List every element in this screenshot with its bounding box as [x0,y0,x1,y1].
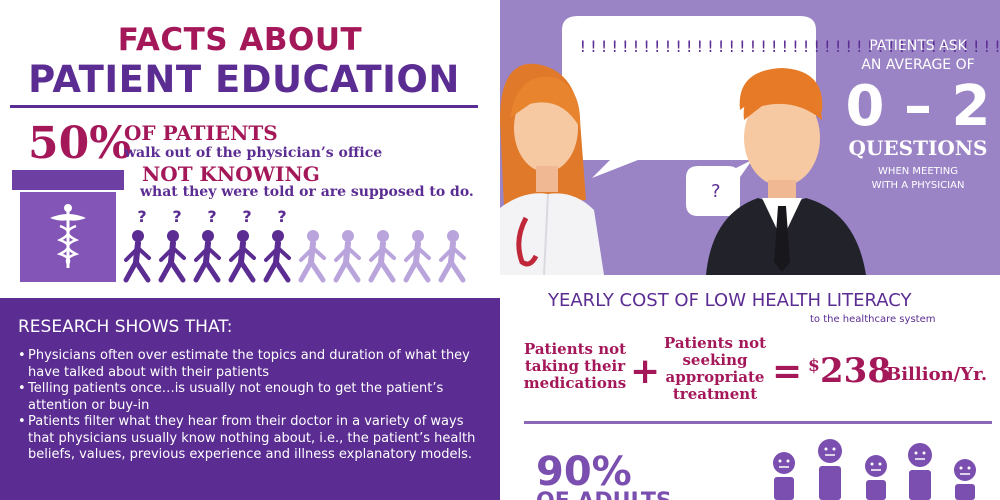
adult-figure-icon [865,455,887,500]
stat-not-knowing: NOT KNOWING [142,162,320,186]
small-speech-bubble [686,160,752,216]
stat-percent-50: 50% [28,118,132,169]
office-roof [12,170,124,190]
cost-term-medications: Patients not taking their medications [523,340,627,392]
equals-sign: = [772,351,803,392]
questions-range: 0 – 2 [845,74,991,139]
when-meeting-label: WHEN MEETING [878,166,958,177]
research-shows-panel: RESEARCH SHOWS THAT: Physicians often ov… [0,298,500,500]
patient-figure [706,68,866,275]
question-mark: ? [207,207,216,226]
adults-label: OF ADULTS [536,489,672,500]
research-bullet: Patients filter what they hear from thei… [18,414,478,464]
cost-term-treatment: Patients not seeking appropriate treatme… [663,334,767,403]
research-bullet: Physicians often over estimate the topic… [18,348,478,381]
stat-walk-out-text: walk out of the physician’s office [124,145,383,161]
doctor-figure [500,63,604,275]
cost-unit: Billion/Yr. [886,364,988,385]
question-mark: ? [137,207,146,226]
adult-figure-icon [954,459,976,500]
patients-ask-label: PATIENTS ASK [869,38,967,54]
doctor-patient-illustration [500,16,866,275]
walking-person-icon [193,230,221,283]
title-line-2: PATIENT EDUCATION [28,58,460,101]
office-building [20,192,116,282]
walking-person-icon [158,230,186,283]
walking-person-icon [438,230,466,283]
cost-divider [524,421,992,424]
adult-figure-icon [773,452,795,500]
stat-of-patients: OF PATIENTS [124,121,278,145]
with-physician-label: WITH A PHYSICIAN [871,180,965,191]
exclamation-bubble-text: !!!!!!!!!!!!!!!!!!!!!!!!!!!!!!!!!!!!!!!!… [578,37,1000,56]
walking-person-icon [123,230,151,283]
research-bullet-list: Physicians often over estimate the topic… [18,348,478,464]
stat-told-text: what they were told or are supposed to d… [140,184,474,200]
question-mark: ? [172,207,181,226]
adult-figure-icon [818,439,842,500]
question-bubble-text: ? [711,181,721,202]
cost-heading: YEARLY COST OF LOW HEALTH LITERACY [548,290,912,311]
cost-currency: $ [808,356,820,376]
questions-label: QUESTIONS [848,136,988,160]
adult-figures-group [773,439,976,500]
walking-person-icon [333,230,361,283]
research-heading: RESEARCH SHOWS THAT: [18,317,233,337]
average-of-label: AN AVERAGE OF [861,57,975,73]
research-bullet: Telling patients once…is usually not eno… [18,381,478,414]
health-literacy-cost-panel: YEARLY COST OF LOW HEALTH LITERACY to th… [500,275,1000,500]
plus-sign: + [630,351,661,392]
doctor-patient-illustration-panel: !!!!!!!!!!!!!!!!!!!!!!!!!!!!!!!!!!!!!!!!… [500,0,1000,275]
walking-person-icon [298,230,326,283]
adult-figure-icon [908,443,932,500]
physician-office-icon [12,170,124,282]
walking-person-icon [368,230,396,283]
title-line-1: FACTS ABOUT [117,22,363,58]
question-mark: ? [277,207,286,226]
patient-people-figures: ????? [123,207,466,283]
title-divider [10,105,478,108]
question-mark: ? [242,207,251,226]
cost-amount: 238 [820,351,891,391]
walking-person-icon [403,230,431,283]
adults-percent: 90% [536,449,632,495]
caduceus-icon [50,204,86,268]
walking-person-icon [228,230,256,283]
cost-subheading: to the healthcare system [810,314,936,325]
walking-person-icon [263,230,291,283]
patient-education-facts-panel: FACTS ABOUT PATIENT EDUCATION 50% OF PAT… [0,0,500,290]
